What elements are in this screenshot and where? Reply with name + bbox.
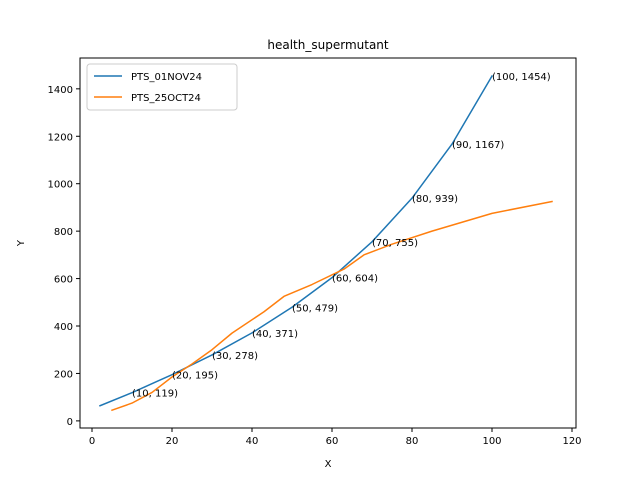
x-axis-ticks: 0 20 40 60 80 100 120 [89, 428, 582, 447]
legend: PTS_01NOV24 PTS_25OCT24 [86, 63, 238, 111]
data-label: (70, 755) [372, 238, 418, 249]
y-axis-label: Y [16, 239, 27, 247]
series-line-pts_25oct24 [111, 200, 553, 412]
y-tick-label: 200 [54, 369, 73, 380]
data-label: (50, 479) [292, 303, 338, 314]
annotation-layer: (10, 119) (20, 195) (30, 278) (40, 371) (50,… [132, 72, 551, 400]
x-tick-label: 40 [246, 436, 259, 447]
data-label: (90, 1167) [452, 140, 504, 151]
data-label: (10, 119) [132, 389, 178, 400]
x-tick-label: 120 [562, 436, 581, 447]
x-tick-label: 60 [326, 436, 339, 447]
series-line-pts_01nov24 [99, 75, 494, 407]
y-tick-label: 400 [54, 322, 73, 333]
x-axis-label: X [325, 459, 332, 470]
legend-box [86, 63, 238, 111]
data-label: (20, 195) [172, 371, 218, 382]
y-tick-label: 600 [54, 275, 73, 286]
y-tick-label: 1000 [48, 180, 73, 191]
legend-label: PTS_01NOV24 [131, 72, 202, 83]
y-tick-label: 800 [54, 227, 73, 238]
data-label: (100, 1454) [492, 72, 551, 83]
y-tick-label: 1400 [48, 85, 73, 96]
x-tick-label: 20 [166, 436, 179, 447]
x-tick-label: 100 [482, 436, 501, 447]
legend-label: PTS_25OCT24 [131, 93, 201, 104]
y-axis-ticks: 0 200 400 600 800 1000 1200 1400 [48, 85, 80, 428]
plot-frame [79, 57, 577, 429]
data-label: (60, 604) [332, 274, 378, 285]
y-tick-label: 1200 [48, 132, 73, 143]
y-tick-label: 0 [67, 417, 73, 428]
data-label: (30, 278) [212, 351, 258, 362]
data-label: (80, 939) [412, 194, 458, 205]
x-tick-label: 80 [406, 436, 419, 447]
data-label: (40, 371) [252, 329, 298, 340]
series-layer [99, 75, 553, 412]
x-tick-label: 0 [89, 436, 95, 447]
chart-title: health_supermutant [267, 38, 389, 52]
